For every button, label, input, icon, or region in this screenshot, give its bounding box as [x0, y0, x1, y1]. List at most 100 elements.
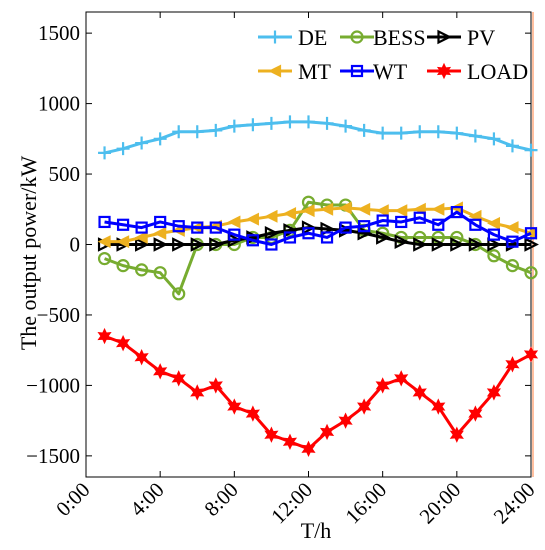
data-point-mt — [301, 204, 315, 218]
x-tick-label: 8:00 — [199, 478, 242, 521]
data-point-wt — [172, 220, 185, 233]
data-point-wt — [395, 215, 408, 229]
data-point-pv — [264, 225, 280, 241]
data-point-de — [283, 115, 297, 129]
data-point-de — [172, 125, 186, 139]
x-axis-label: T/h — [301, 518, 332, 543]
data-point-wt — [450, 205, 463, 219]
x-tick-label: 24:00 — [489, 478, 540, 529]
data-point-de — [302, 115, 315, 129]
series-de — [98, 115, 538, 160]
x-tick-label: 16:00 — [340, 478, 391, 529]
series-line-de — [104, 120, 532, 155]
series-mt — [97, 201, 538, 249]
data-point-de — [431, 125, 445, 139]
data-point-mt — [116, 235, 130, 249]
data-point-load — [357, 398, 372, 415]
data-point-pv — [450, 237, 465, 252]
data-point-de — [320, 116, 334, 130]
legend-item-de: DE — [258, 25, 327, 50]
data-point-de — [135, 136, 149, 150]
data-point-wt — [191, 221, 204, 234]
data-point-de — [246, 118, 260, 132]
data-point-pv — [190, 237, 206, 252]
y-tick-label: −500 — [37, 303, 80, 327]
data-point-load — [134, 349, 149, 366]
data-point-wt — [469, 218, 482, 231]
legend-item-wt: WT — [340, 59, 408, 84]
data-point-load — [394, 370, 409, 387]
data-point-load — [338, 412, 353, 429]
data-point-wt — [358, 220, 371, 233]
data-point-load — [375, 377, 390, 394]
y-tick-label: 1500 — [38, 21, 80, 45]
data-point-wt — [116, 218, 130, 231]
legend-item-pv: PV — [427, 25, 495, 50]
data-point-load — [412, 384, 427, 401]
data-point-wt — [154, 215, 167, 229]
data-point-bess — [505, 259, 520, 273]
series-load — [97, 327, 539, 458]
data-point-wt — [413, 211, 426, 224]
data-point-bess — [97, 251, 112, 266]
data-point-load — [115, 334, 131, 352]
data-point-pv — [524, 237, 539, 252]
data-point-load — [282, 433, 298, 450]
legend-label-pv: PV — [467, 25, 495, 50]
data-point-mt — [431, 202, 445, 216]
data-point-wt — [432, 218, 445, 231]
data-point-de — [227, 119, 241, 133]
legend-marker-wt — [350, 64, 364, 78]
data-point-load — [190, 384, 205, 401]
data-point-mt — [97, 235, 111, 249]
legend-label-de: DE — [298, 25, 327, 50]
data-point-mt — [283, 207, 297, 220]
data-point-de — [190, 125, 204, 139]
data-point-bess — [487, 249, 501, 263]
data-point-mt — [153, 226, 167, 240]
data-point-load — [449, 426, 464, 443]
data-point-pv — [394, 234, 410, 249]
data-point-wt — [265, 238, 278, 251]
x-tick-label: 4:00 — [125, 478, 168, 521]
data-point-de — [98, 146, 112, 160]
y-tick-label: 500 — [49, 162, 81, 186]
data-point-de — [394, 126, 408, 140]
data-point-bess — [524, 266, 538, 280]
legend-marker-bess — [350, 30, 364, 44]
data-point-load — [505, 356, 520, 373]
data-point-de — [357, 123, 371, 137]
data-point-wt — [283, 231, 297, 244]
data-point-mt — [264, 209, 278, 223]
legend-marker-load — [436, 62, 452, 80]
data-point-load — [486, 384, 502, 401]
x-tick-label: 0:00 — [51, 478, 94, 521]
data-point-load — [264, 426, 279, 443]
data-point-mt — [246, 212, 259, 226]
data-point-wt — [98, 215, 111, 229]
data-point-de — [376, 126, 390, 140]
series-line-wt — [104, 210, 532, 246]
data-point-load — [208, 377, 223, 394]
data-point-de — [505, 139, 519, 153]
data-point-load — [468, 405, 483, 422]
data-point-de — [450, 126, 464, 140]
data-point-de — [209, 123, 223, 137]
data-point-mt — [227, 215, 241, 229]
y-tick-label: 1000 — [38, 92, 80, 116]
data-point-de — [116, 142, 130, 156]
data-point-mt — [338, 201, 352, 215]
data-point-mt — [375, 204, 389, 218]
series-line-load — [104, 334, 532, 451]
data-point-load — [153, 363, 168, 380]
data-point-mt — [487, 216, 501, 230]
y-tick-label: −1000 — [26, 373, 80, 397]
data-point-bess — [172, 287, 186, 301]
series-line-bess — [104, 200, 532, 296]
legend-marker-pv — [437, 29, 452, 45]
x-tick-label: 20:00 — [415, 478, 466, 529]
data-point-wt — [302, 227, 315, 240]
legend-label-bess: BESS — [373, 25, 426, 50]
data-point-pv — [172, 237, 187, 252]
